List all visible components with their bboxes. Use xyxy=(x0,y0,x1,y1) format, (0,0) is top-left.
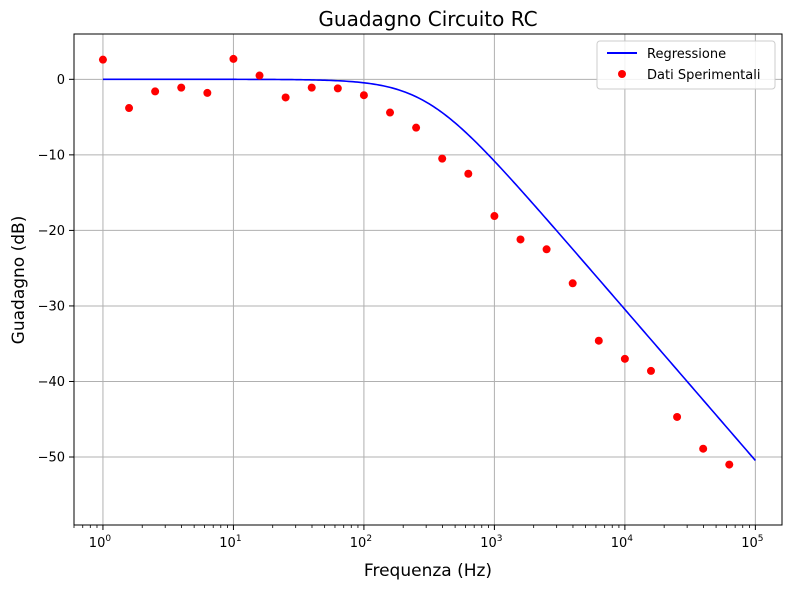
data-point xyxy=(542,245,551,254)
data-point xyxy=(307,83,316,92)
x-tick-exponent: 1 xyxy=(236,534,242,544)
data-point xyxy=(333,84,342,93)
data-point xyxy=(516,235,525,244)
data-point xyxy=(229,54,238,63)
data-point xyxy=(386,108,395,117)
points-layer xyxy=(98,54,734,469)
data-point xyxy=(438,154,447,163)
data-point xyxy=(255,71,264,80)
ticks xyxy=(69,78,756,530)
grid xyxy=(74,34,782,525)
x-tick-exponent: 4 xyxy=(627,534,633,544)
data-point xyxy=(594,336,603,345)
y-tick-label: −10 xyxy=(38,148,65,163)
data-point xyxy=(125,104,134,113)
data-point xyxy=(646,366,655,375)
axes-frame xyxy=(73,33,783,526)
legend-label-data: Dati Sperimentali xyxy=(647,68,760,83)
legend-dot-swatch xyxy=(618,70,626,78)
data-point xyxy=(412,123,421,132)
data-point xyxy=(620,354,629,363)
chart-title: Guadagno Circuito RC xyxy=(318,7,537,31)
y-tick-labels: 0 −10 −20 −30 −40 −50 xyxy=(38,73,65,466)
x-tick-exponent: 3 xyxy=(497,534,503,544)
legend-box xyxy=(596,40,776,90)
data-point xyxy=(151,87,160,96)
data-point xyxy=(568,279,577,288)
legend-label-regression: Regressione xyxy=(647,47,726,62)
data-point xyxy=(673,412,682,421)
data-point xyxy=(490,212,499,221)
y-tick-label: −50 xyxy=(38,451,65,466)
data-point xyxy=(464,169,473,178)
x-tick-exponent: 0 xyxy=(105,534,111,544)
data-point xyxy=(281,93,290,102)
x-axis-label: Frequenza (Hz) xyxy=(364,561,492,581)
data-point xyxy=(98,55,107,64)
x-tick-exponent: 2 xyxy=(366,534,372,544)
y-axis-label: Guadagno (dB) xyxy=(9,216,29,345)
x-tick-exponent: 5 xyxy=(758,534,764,544)
data-point xyxy=(725,460,734,469)
y-tick-label: −30 xyxy=(38,299,65,314)
legend: Regressione Dati Sperimentali xyxy=(596,40,776,90)
data-point xyxy=(359,91,368,100)
y-tick-label: −40 xyxy=(38,375,65,390)
data-point xyxy=(177,83,186,92)
y-tick-label: 0 xyxy=(57,73,65,88)
regression-line xyxy=(102,78,756,461)
y-tick-label: −20 xyxy=(38,224,65,239)
data-point xyxy=(699,444,708,453)
curve-layer xyxy=(102,78,756,461)
data-point xyxy=(203,88,212,97)
